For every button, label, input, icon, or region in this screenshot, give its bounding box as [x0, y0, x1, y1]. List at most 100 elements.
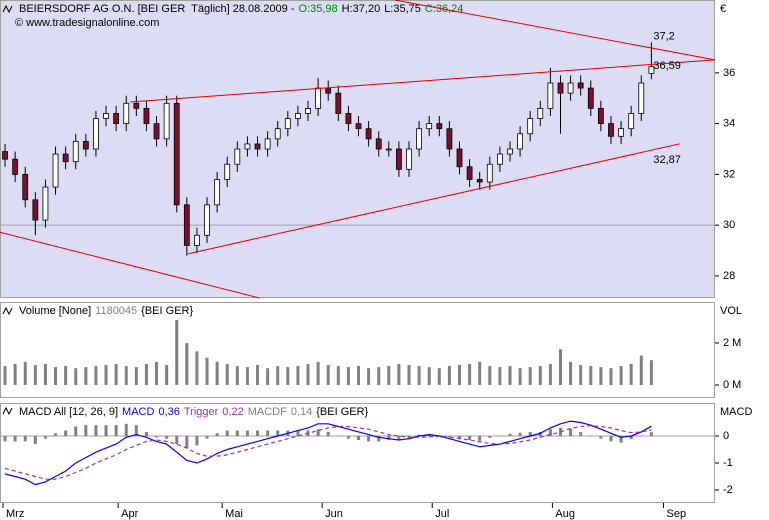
histogram-bar	[54, 433, 58, 436]
histogram-bar	[3, 435, 7, 442]
volume-bar	[649, 360, 653, 385]
trend-line	[394, 0, 716, 61]
volume-bar	[266, 368, 270, 385]
candle-body	[597, 107, 604, 125]
axis-label: €	[720, 3, 726, 15]
volume-bar	[215, 361, 219, 385]
volume-bar	[589, 366, 593, 385]
volume-bar	[437, 368, 441, 385]
candle-body	[335, 92, 342, 114]
header-text: Trigger	[184, 406, 219, 418]
macd-line	[4, 425, 652, 480]
panels: 28 30 32 34 36 € BEIERSDORF AG O.N. [BEI GER T…	[0, 0, 752, 520]
volume-bar	[225, 363, 229, 385]
histogram-bar	[387, 435, 391, 441]
histogram-bar	[498, 435, 502, 437]
candle-body	[173, 102, 180, 206]
volume-bar	[346, 367, 350, 385]
candle-body	[517, 133, 523, 150]
candle-body	[486, 163, 493, 183]
candle-body	[325, 87, 332, 94]
volume-bar	[43, 363, 47, 385]
histogram-bar	[649, 432, 653, 436]
panel	[0, 0, 715, 298]
candle-body	[385, 148, 392, 151]
header-text: 0,22	[222, 406, 243, 418]
candle-body	[507, 148, 513, 155]
volume-bar	[33, 365, 37, 385]
volume-bar	[286, 367, 290, 385]
annotation: 32,87	[653, 154, 681, 166]
volume-bar	[175, 319, 179, 385]
volume-bar	[387, 366, 391, 385]
candle-body	[12, 158, 19, 175]
volume-bar	[205, 357, 209, 385]
volume-bar	[609, 368, 613, 385]
panel-header: Volume [None] 1180045 {BEI GER}	[19, 305, 193, 317]
macd-line	[4, 420, 652, 486]
histogram-bar	[589, 435, 593, 436]
candle-body	[365, 128, 372, 140]
volume-bar	[114, 363, 118, 385]
y-tick-label: 2 M	[723, 337, 741, 349]
volume-bar	[306, 363, 310, 385]
volume-bar	[316, 361, 320, 385]
header-text: 1180045	[95, 305, 137, 317]
histogram-bar	[457, 435, 461, 439]
histogram-bar	[33, 435, 37, 445]
candle-body	[406, 148, 412, 170]
volume-bar	[94, 366, 98, 385]
y-tick-label: 30	[723, 219, 735, 231]
candle-body	[32, 199, 39, 221]
volume-bar	[468, 363, 472, 385]
histogram-bar	[74, 426, 78, 436]
candle-body	[62, 153, 69, 163]
source-text: © www.tradesignalonline.com	[15, 17, 159, 29]
header-text: {BEI GER}	[316, 406, 368, 418]
candle-body	[618, 128, 624, 137]
candle-body	[234, 148, 241, 165]
histogram-bar	[478, 435, 482, 441]
candle-body	[638, 82, 645, 114]
candle-body	[466, 166, 473, 180]
y-tick-label: 36	[723, 67, 735, 79]
volume-bar	[518, 368, 522, 385]
volume-bar	[579, 365, 583, 385]
histogram-bar	[619, 435, 623, 443]
candle-body	[82, 140, 89, 150]
candle-body	[254, 143, 261, 150]
y-tick-label: -1	[723, 457, 733, 469]
volume-bar	[538, 366, 542, 385]
header-text: MACD All [12, 26, 9]	[19, 406, 118, 418]
candle-body	[446, 128, 453, 150]
candle-body	[183, 204, 190, 246]
volume-bar	[558, 349, 562, 385]
histogram-bar	[185, 435, 189, 449]
x-tick-label: Aug	[555, 508, 575, 520]
histogram-bar	[528, 431, 532, 436]
histogram-bar	[508, 433, 512, 436]
candle-body	[123, 102, 130, 125]
candle-body	[577, 82, 584, 89]
volume-bar	[185, 342, 189, 385]
candle-body	[274, 128, 281, 140]
x-tick-label: Mrz	[6, 508, 24, 520]
panel-header: BEIERSDORF AG O.N. [BEI GER Täglich] 28.…	[19, 3, 463, 15]
candle-body	[305, 107, 311, 114]
histogram-bar	[215, 433, 219, 436]
candle-body	[295, 113, 301, 119]
candle-body	[628, 113, 635, 130]
volume-bar	[245, 367, 249, 385]
volume-bar	[619, 366, 623, 385]
histogram-bar	[346, 435, 350, 439]
volume-bar	[427, 367, 431, 385]
volume-bar	[528, 367, 532, 385]
x-tick-label: Jul	[435, 508, 449, 520]
histogram-bar	[639, 435, 643, 437]
histogram-bar	[276, 430, 280, 436]
header-text: MACD	[122, 406, 154, 418]
candle-body	[214, 179, 221, 206]
histogram-bar	[104, 425, 108, 436]
histogram-bar	[579, 431, 583, 436]
histogram-bar	[43, 435, 47, 439]
